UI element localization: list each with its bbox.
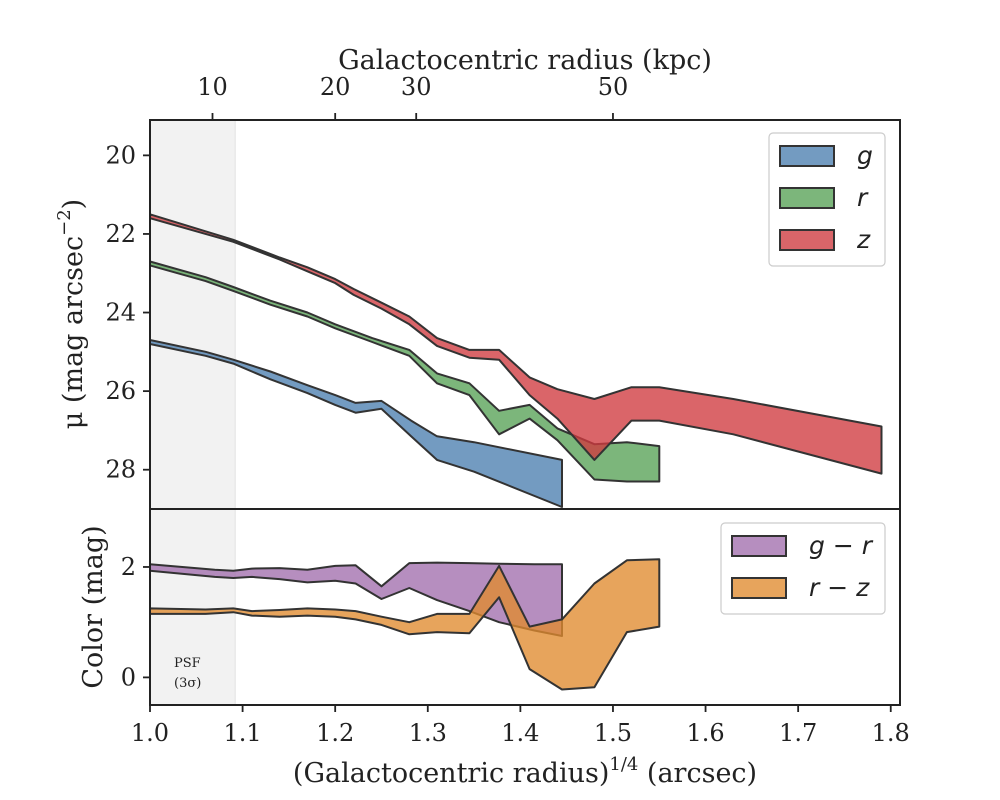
psf-label-line1: PSF: [174, 656, 201, 671]
top-tick-label-10: 10: [197, 73, 228, 101]
legend-top: grz: [768, 132, 886, 267]
x-tick-label-1.2: 1.2: [316, 719, 354, 747]
legend-label-color-0: g − r: [809, 531, 874, 560]
x-axis-title-main: (Galactocentric radius): [293, 758, 609, 789]
surface-brightness-series: [149, 213, 883, 508]
psf-shade-color: [150, 509, 236, 705]
band-surface-brightness-2: [149, 213, 883, 475]
top-tick-label-30: 30: [401, 73, 432, 101]
x-tick-label-1.1: 1.1: [224, 719, 262, 747]
top-tick-label-50: 50: [598, 73, 629, 101]
legend-label-surface-brightness-1: r: [857, 183, 869, 212]
bottom-panel-frame: [149, 508, 901, 706]
top-axis-title: Galactocentric radius (kpc): [338, 45, 712, 76]
psf-shade-surface-brightness: [150, 120, 236, 509]
legend-bottom: g − r r − z: [720, 522, 886, 615]
y-tick-label-surface-brightness-28: 28: [105, 456, 136, 484]
ticks: 20 22 24 26 28 0 2 1.0 1.1 1.2 1.3 1.4 1.5 1.6 1.7 1.8 1…: [105, 73, 909, 747]
x-tick-label-1.8: 1.8: [872, 719, 910, 747]
legend-swatch-surface-brightness-2: [779, 229, 835, 251]
x-tick-label-1.0: 1.0: [131, 719, 169, 747]
top-tick-label-20: 20: [320, 73, 351, 101]
psf-region: [150, 120, 236, 705]
band-color-1: [149, 558, 661, 691]
x-axis-title-unit: (arcsec): [638, 758, 757, 789]
legend-label-color-1: r − z: [809, 573, 870, 602]
y-tick-label-surface-brightness-26: 26: [105, 377, 136, 405]
x-tick-label-1.5: 1.5: [594, 719, 632, 747]
top-panel-ylabel-main: μ (mag arcsec: [58, 236, 89, 429]
top-panel-ylabel-sup: −2: [54, 209, 75, 236]
y-tick-label-surface-brightness-22: 22: [105, 220, 136, 248]
x-tick-label-1.4: 1.4: [501, 719, 539, 747]
band-surface-brightness-1: [149, 260, 661, 483]
psf-label-line2: (3σ): [174, 676, 201, 691]
x-axis-title-sup: 1/4: [609, 754, 638, 775]
band-surface-brightness-0: [149, 339, 563, 508]
legend-swatch-surface-brightness-1: [779, 187, 835, 209]
legend-swatch-color-1: [731, 577, 787, 599]
legend-swatch-surface-brightness-0: [779, 145, 835, 167]
x-tick-label-1.3: 1.3: [409, 719, 447, 747]
y-tick-label-color-2: 2: [121, 553, 136, 581]
x-tick-label-1.7: 1.7: [779, 719, 817, 747]
color-series: [149, 558, 661, 691]
y-tick-label-surface-brightness-24: 24: [105, 299, 136, 327]
y-tick-label-color-0: 0: [121, 663, 136, 691]
bottom-panel-ylabel: Color (mag): [78, 525, 109, 688]
legend-swatch-color-0: [731, 535, 787, 557]
legend-label-surface-brightness-0: g: [857, 141, 873, 170]
x-tick-label-1.6: 1.6: [686, 719, 724, 747]
top-panel-ylabel: μ (mag arcsec−2): [54, 199, 89, 429]
y-tick-label-surface-brightness-20: 20: [105, 141, 136, 169]
x-axis-title: (Galactocentric radius)1/4 (arcsec): [293, 754, 757, 789]
legend-label-surface-brightness-2: z: [856, 225, 871, 254]
top-panel-ylabel-end: ): [58, 199, 89, 210]
